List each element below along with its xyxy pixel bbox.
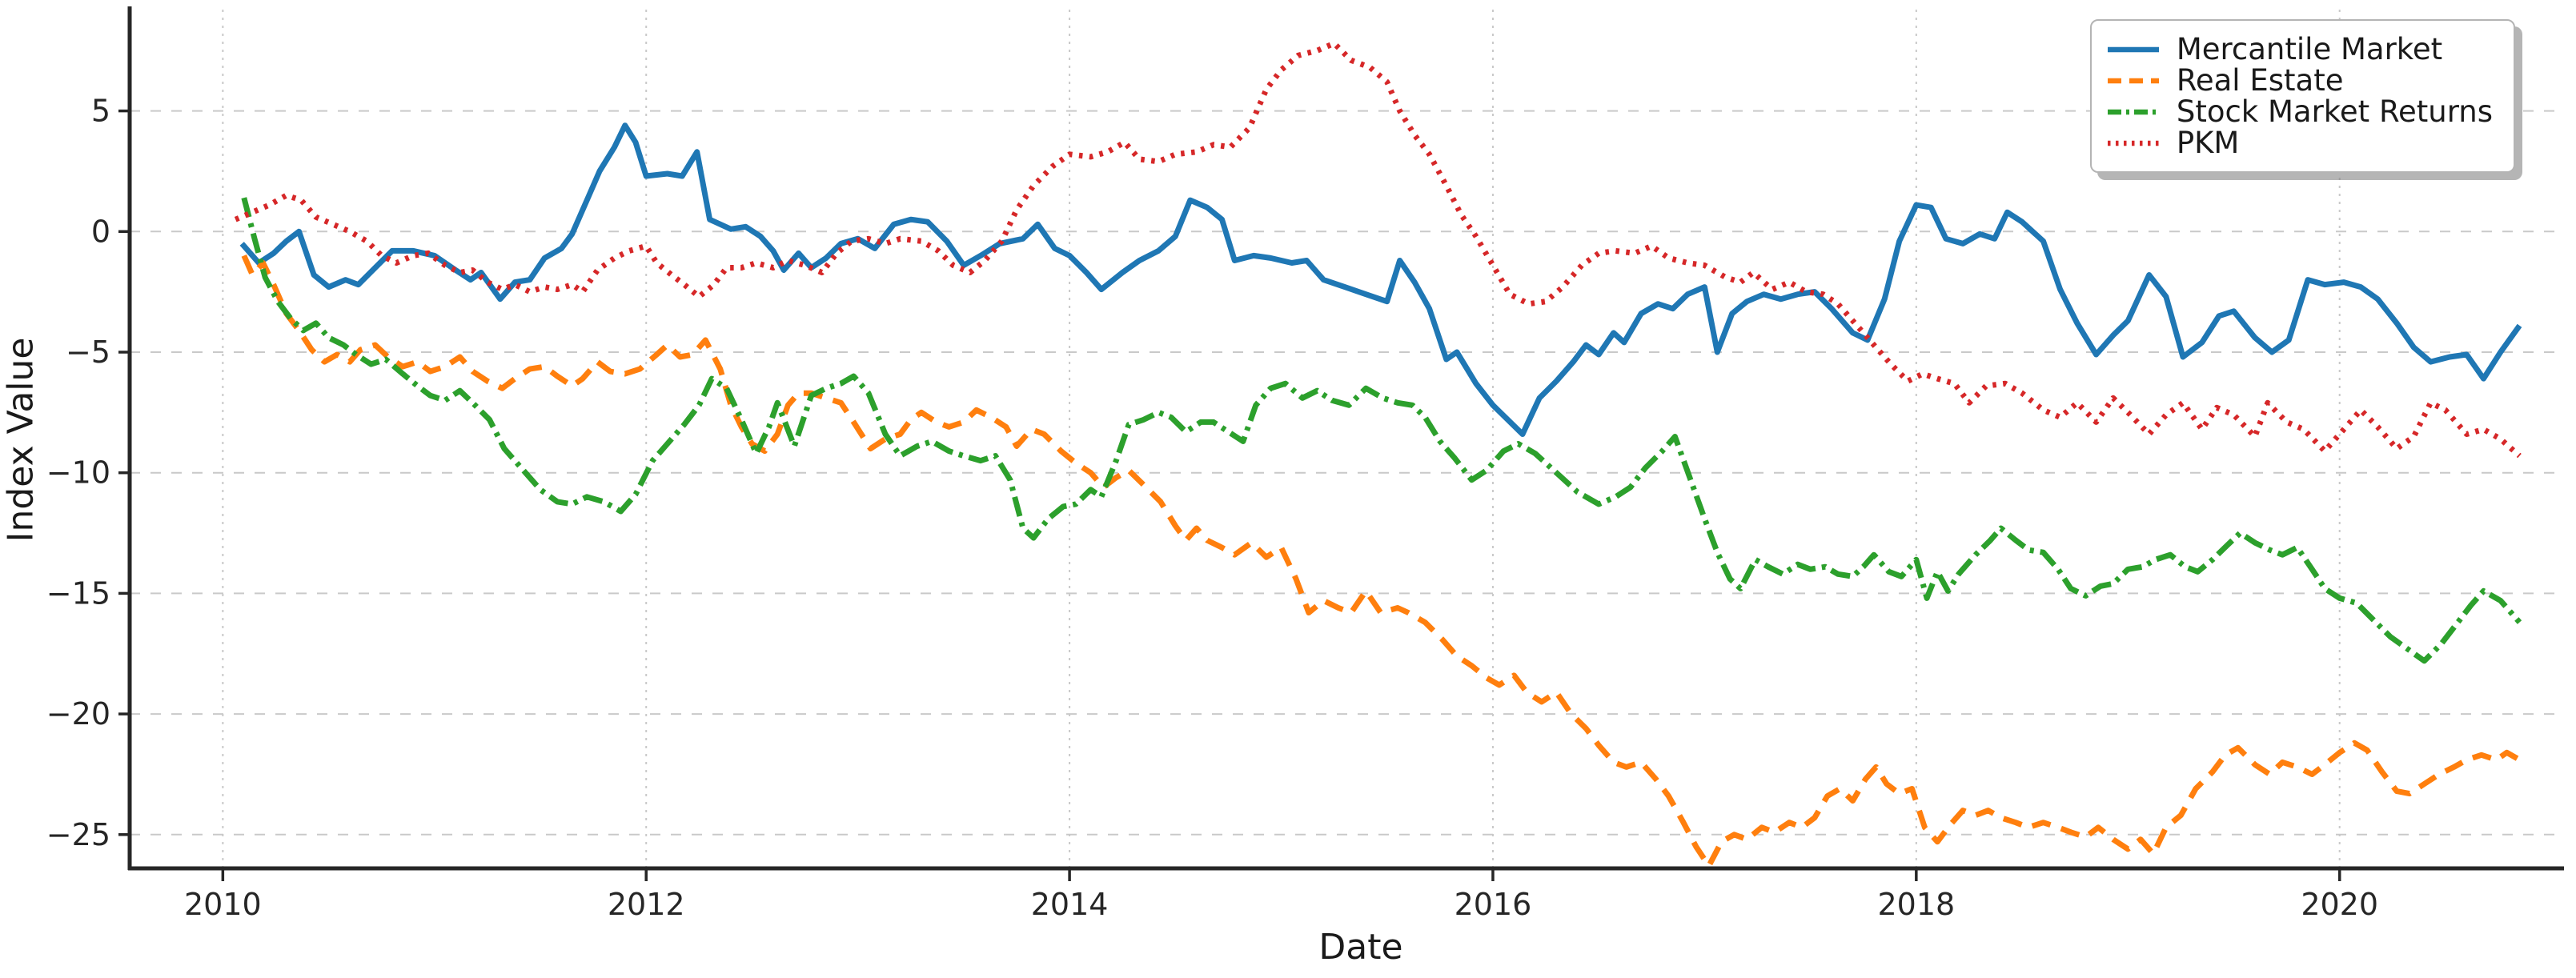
y-tick-label--10: −10 [46,455,110,491]
series-line-mercantile-market [239,122,2522,437]
legend-label: Mercantile Market [2176,32,2443,66]
legend-label: Stock Market Returns [2176,94,2493,129]
series-line-pkm [234,40,2522,459]
y-tick-label--20: −20 [46,696,110,731]
x-tick-label-2018: 2018 [1877,887,1955,922]
x-tick-label-2020: 2020 [2301,887,2378,922]
legend-item-mercantile-market: Mercantile Market [2107,32,2493,66]
y-tick-label-0: 0 [91,214,110,249]
legend-item-stock-market-returns: Stock Market Returns [2107,94,2493,129]
y-tick-label--25: −25 [46,817,110,852]
x-tick-label-2014: 2014 [1031,887,1109,922]
x-tick-label-2010: 2010 [184,887,262,922]
legend-line-sample-icon [2107,78,2159,83]
legend-item-pkm: PKM [2107,126,2493,160]
legend-line-sample-icon [2107,109,2159,114]
legend-label: Real Estate [2176,63,2344,98]
x-axis-label: Date [1318,927,1403,968]
y-axis-label: Index Value [0,337,42,543]
x-tick-label-2012: 2012 [608,887,685,922]
series-line-real-estate [241,254,2522,869]
legend-line-sample-icon [2107,46,2159,52]
series-line-stock-market-returns [241,197,2522,664]
legend-label: PKM [2176,126,2240,160]
legend-line-sample-icon [2107,140,2159,146]
x-tick-label-2016: 2016 [1455,887,1532,922]
y-tick-label--5: −5 [66,335,110,370]
y-tick-label-5: 5 [91,94,110,129]
legend-item-real-estate: Real Estate [2107,63,2493,98]
y-tick-label--15: −15 [46,575,110,611]
chart-legend: Mercantile Market Real Estate Stock Market… [2089,19,2515,173]
